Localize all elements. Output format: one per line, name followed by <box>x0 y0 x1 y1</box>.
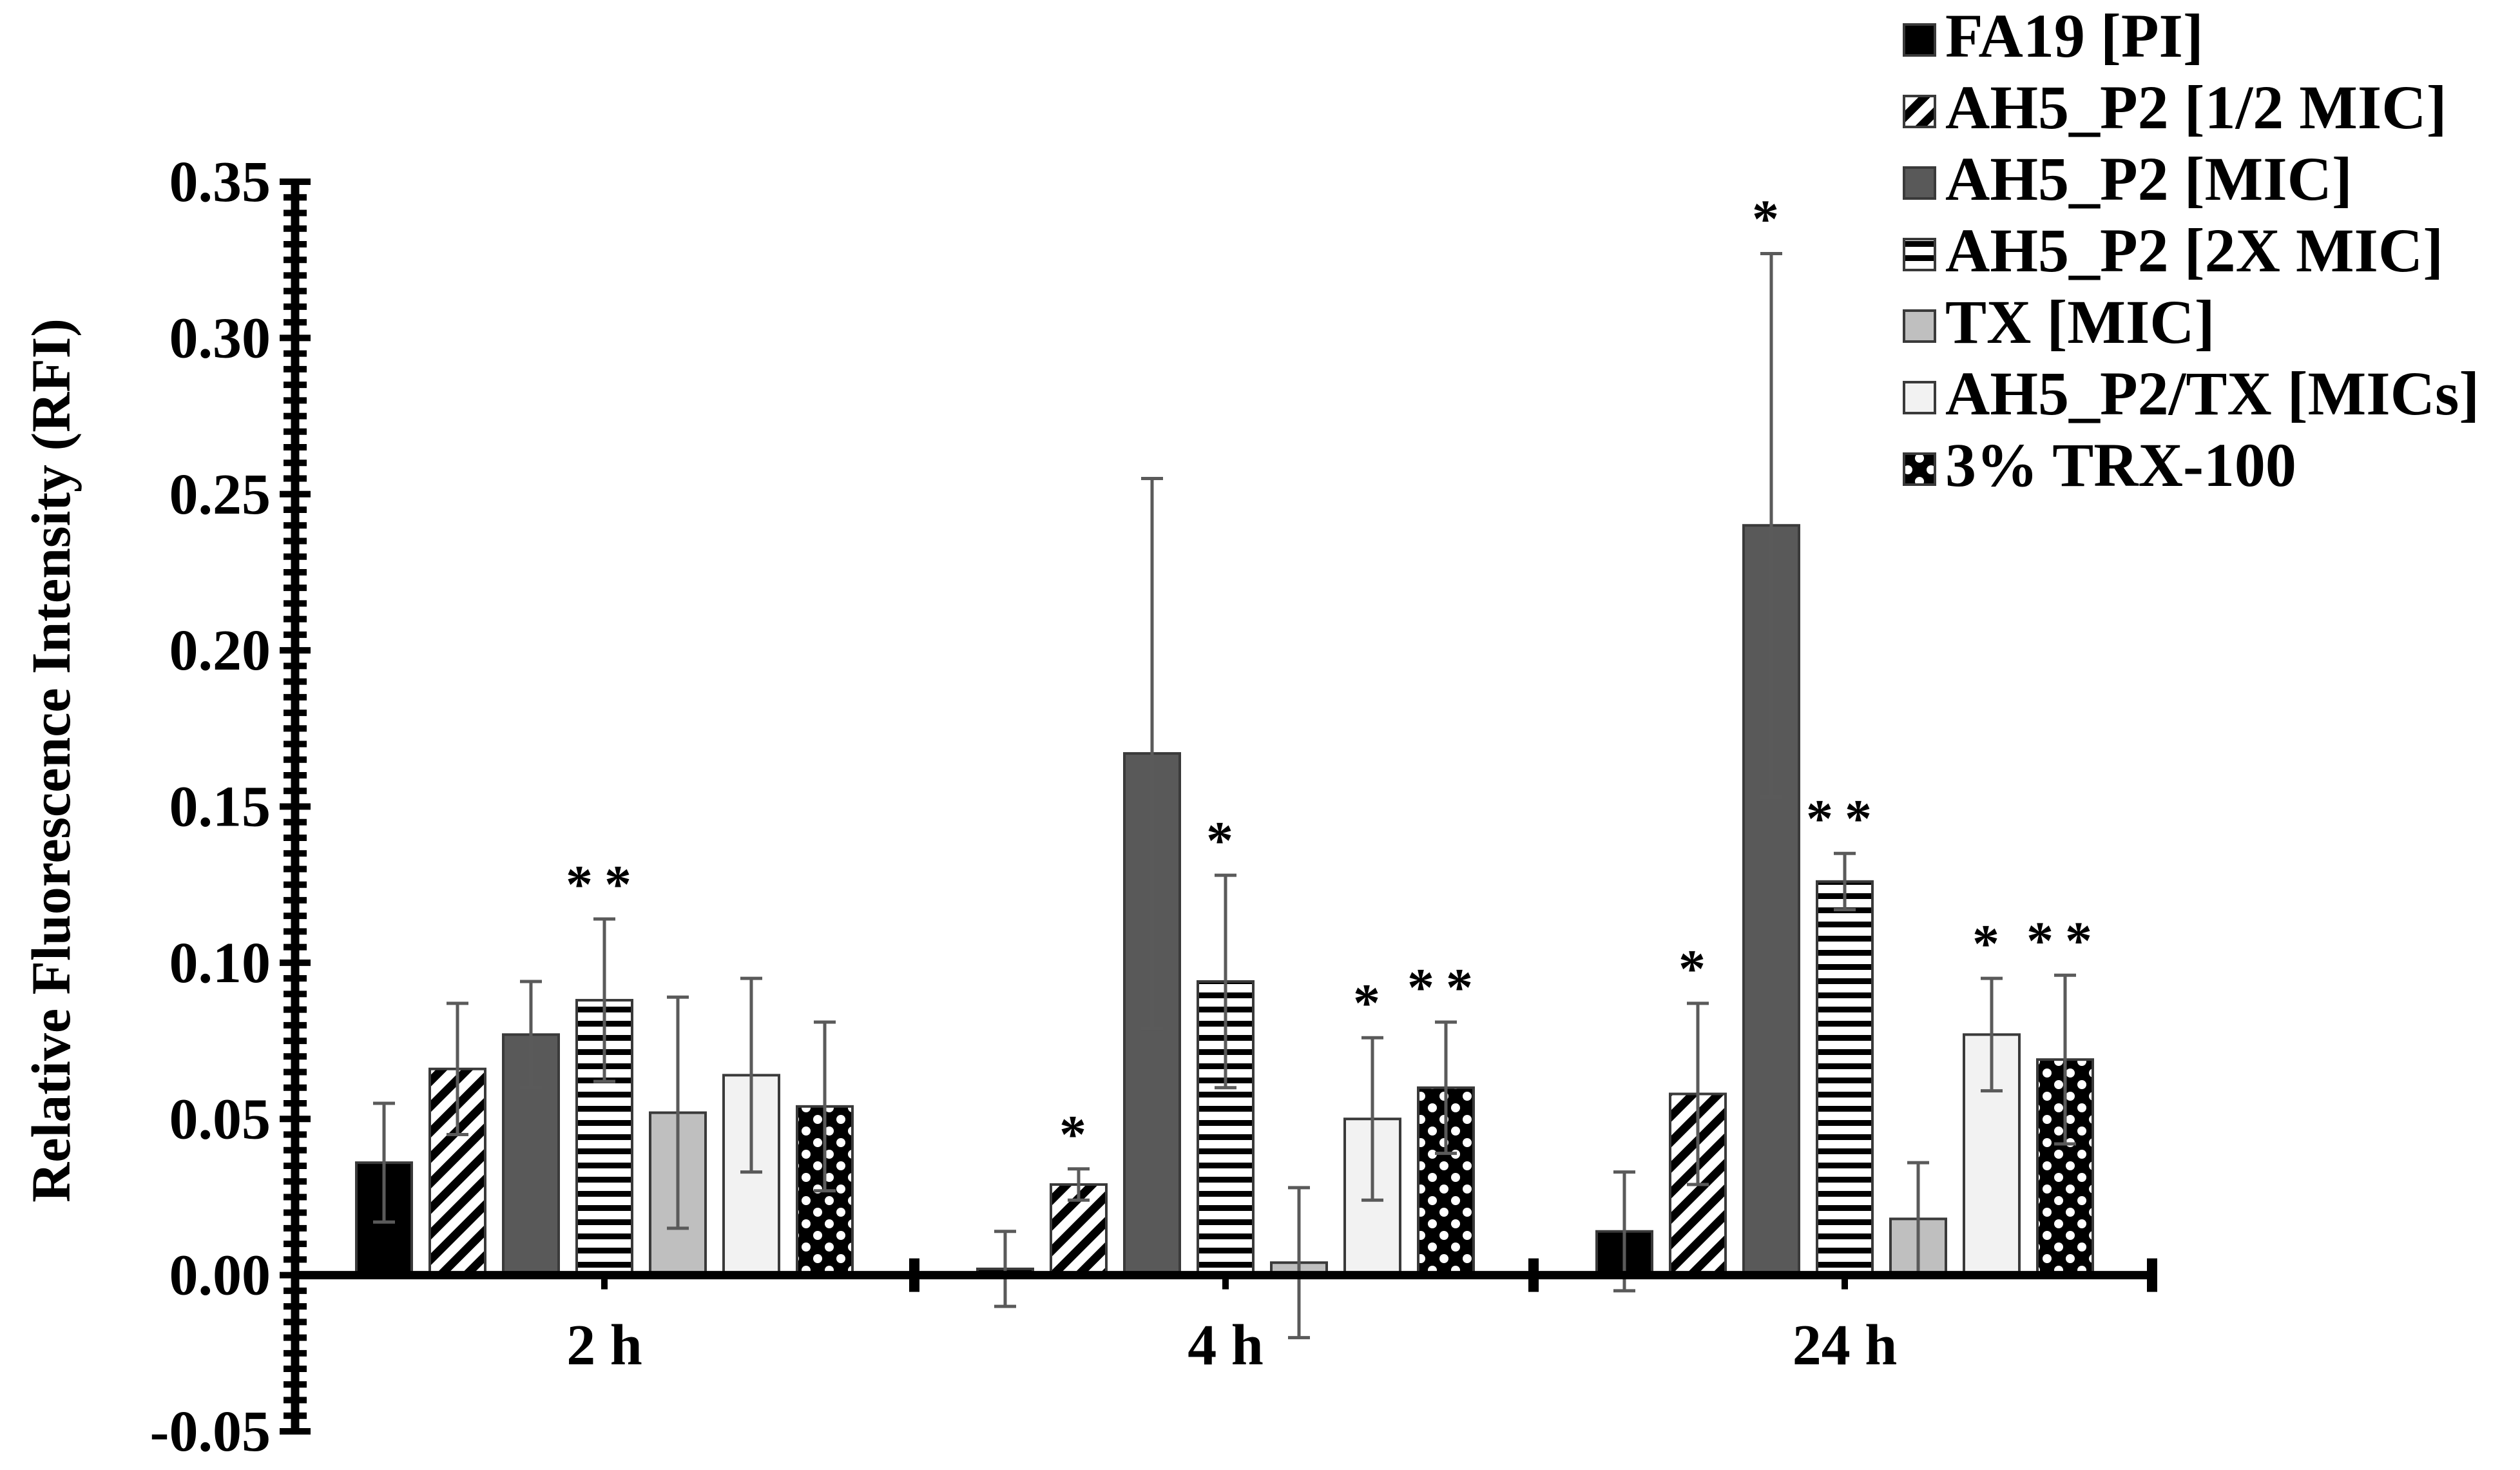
significance-mark-3-2: ** <box>1806 789 1883 849</box>
legend-swatch <box>1903 381 1936 414</box>
error-bar-0-0 <box>373 1101 395 1224</box>
legend-item: AH5_P2 [1/2 MIC] <box>1903 73 2447 142</box>
significance-mark-5-2: * <box>1972 914 2011 974</box>
legend-label: TX [MIC] <box>1945 287 2215 356</box>
legend-swatch <box>1903 452 1936 486</box>
legend-item: AH5_P2 [2X MIC] <box>1903 216 2443 285</box>
y-tick-label: -0.05 <box>150 1400 271 1464</box>
significance-mark-6-2: ** <box>2026 911 2104 971</box>
legend-label: AH5_P2 [1/2 MIC] <box>1945 73 2447 142</box>
significance-mark-3-0: ** <box>566 855 643 914</box>
x-category-label: 24 h <box>1793 1313 1898 1377</box>
error-bar-5-2 <box>1981 976 2003 1093</box>
bar-3-2 <box>1816 880 1874 1277</box>
error-bar-6-2 <box>2054 973 2076 1146</box>
error-bar-1-0 <box>447 1001 468 1136</box>
error-bar-3-1 <box>1215 873 1236 1090</box>
significance-mark-1-2: * <box>1678 939 1717 999</box>
significance-mark-5-1: * <box>1353 973 1392 1033</box>
legend-swatch <box>1903 238 1936 271</box>
error-bar-6-1 <box>1435 1020 1457 1156</box>
y-tick-label: 0.00 <box>169 1244 271 1308</box>
significance-mark-1-1: * <box>1059 1105 1098 1165</box>
error-bar-1-2 <box>1687 1001 1709 1186</box>
y-tick-label: 0.20 <box>169 619 271 682</box>
legend-swatch <box>1903 309 1936 343</box>
legend-label: FA19 [PI] <box>1945 1 2204 70</box>
labels-layer: -0.05 0.00 0.05 0.10 0.15 0.20 0.25 0.30 0.35 2 h… <box>20 150 1897 1464</box>
y-axis-title: Relative Fluorescence Intensity (RFI) <box>20 318 82 1203</box>
error-bar-1-1 <box>1068 1167 1090 1202</box>
error-bar-3-2 <box>1834 851 1856 911</box>
x-category-label: 4 h <box>1188 1313 1264 1377</box>
legend-item: AH5_P2/TX [MICs] <box>1903 359 2479 428</box>
y-tick-label: 0.35 <box>169 150 271 214</box>
legend-item: 3% TRX-100 <box>1903 430 2296 499</box>
legend-label: AH5_P2 [MIC] <box>1945 144 2352 213</box>
error-bar-5-1 <box>1361 1036 1383 1202</box>
error-bars-layer <box>373 251 2076 1340</box>
y-tick-label: 0.30 <box>169 306 271 370</box>
legend-swatch <box>1903 23 1936 57</box>
legend: FA19 [PI]AH5_P2 [1/2 MIC]AH5_P2 [MIC]AH5… <box>1903 1 2479 499</box>
error-bar-3-0 <box>593 917 615 1083</box>
significance-layer: ****** ******** <box>566 189 2104 1165</box>
error-bar-2-1 <box>1141 477 1163 1030</box>
legend-label: AH5_P2 [2X MIC] <box>1945 216 2443 285</box>
significance-mark-6-1: ** <box>1407 958 1485 1018</box>
error-bar-5-0 <box>740 976 762 1174</box>
y-tick-label: 0.05 <box>169 1087 271 1151</box>
legend-swatch <box>1903 166 1936 200</box>
error-bar-2-2 <box>1760 251 1782 799</box>
error-bar-2-0 <box>520 980 542 1090</box>
error-bar-6-0 <box>814 1020 836 1193</box>
axes-layer <box>280 179 2157 1435</box>
legend-label: 3% TRX-100 <box>1945 430 2296 499</box>
legend-swatch <box>1903 95 1936 128</box>
y-tick-label: 0.25 <box>169 463 271 527</box>
error-bar-4-0 <box>667 995 689 1230</box>
legend-item: TX [MIC] <box>1903 287 2215 356</box>
x-category-label: 2 h <box>566 1313 642 1377</box>
legend-label: AH5_P2/TX [MICs] <box>1945 359 2479 428</box>
legend-item: FA19 [PI] <box>1903 1 2204 70</box>
y-tick-label: 0.15 <box>169 775 271 839</box>
significance-mark-3-1: * <box>1206 811 1245 871</box>
error-bar-4-1 <box>1288 1186 1310 1340</box>
y-tick-label: 0.10 <box>169 931 271 995</box>
legend-item: AH5_P2 [MIC] <box>1903 144 2352 213</box>
significance-mark-2-2: * <box>1752 189 1791 249</box>
error-bar-0-1 <box>994 1230 1016 1308</box>
